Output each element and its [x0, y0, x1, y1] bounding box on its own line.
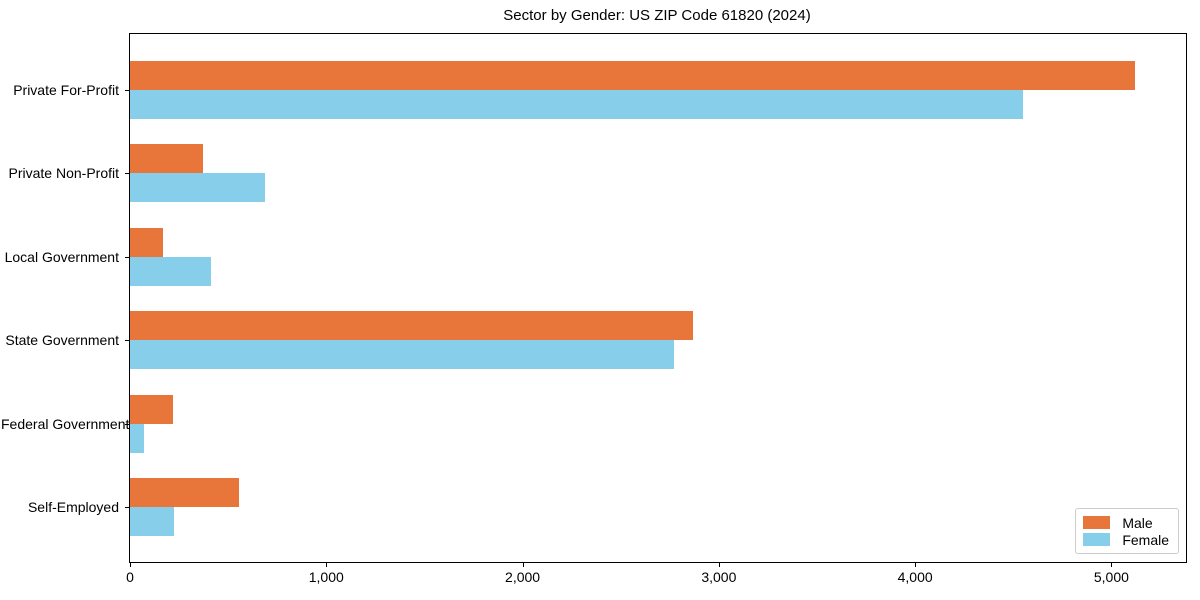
y-tick-mark [125, 507, 129, 508]
x-tick-label: 4,000 [897, 569, 933, 585]
x-tick-label: 5,000 [1093, 569, 1129, 585]
y-tick-label-private-for-profit: Private For-Profit [13, 81, 119, 98]
x-tick-mark [522, 563, 524, 567]
bar-female-state-government [130, 340, 674, 369]
x-tick-label: 2,000 [505, 569, 541, 585]
legend-entry-male: Male [1083, 514, 1169, 531]
bar-female-local-government [130, 256, 212, 286]
y-tick-mark [125, 256, 129, 258]
bar-male-state-government [130, 311, 694, 340]
bar-female-self-employed [130, 507, 175, 536]
y-tick-label-self-employed: Self-Employed [27, 499, 119, 515]
y-tick-label-federal-government: Federal Government [1, 415, 130, 432]
x-tick-mark [1111, 563, 1113, 567]
bar-male-private-non-profit [130, 144, 203, 173]
x-tick-label: 0 [126, 569, 134, 585]
legend-swatch-female [1083, 533, 1111, 546]
y-tick-mark [125, 340, 129, 341]
bar-female-private-non-profit [130, 173, 266, 202]
x-tick-label: 1,000 [308, 569, 344, 585]
y-tick-mark [125, 89, 129, 91]
legend-label-male: Male [1122, 514, 1153, 531]
chart-title: Sector by Gender: US ZIP Code 61820 (202… [503, 7, 811, 24]
bar-male-self-employed [130, 478, 239, 507]
y-tick-mark [125, 423, 129, 425]
bar-male-local-government [130, 227, 164, 257]
plot-area: Private For-Profit Private Non-Profit Loca… [1, 33, 1187, 585]
legend: Male Female [1075, 508, 1179, 554]
y-tick-label-local-government: Local Government [4, 248, 119, 265]
x-tick-mark [915, 563, 917, 567]
y-tick-label-state-government: State Government [5, 332, 119, 348]
bar-female-private-for-profit [130, 89, 1024, 119]
x-tick-mark [326, 563, 328, 567]
x-tick-mark [718, 563, 720, 567]
legend-entry-female: Female [1083, 531, 1169, 548]
x-tick-mark [130, 563, 131, 567]
legend-label-female: Female [1122, 531, 1169, 548]
bar-female-federal-government [130, 423, 144, 453]
bar-male-private-for-profit [130, 60, 1135, 90]
y-tick-label-private-non-profit: Private Non-Profit [8, 165, 119, 181]
bar-male-federal-government [130, 394, 174, 424]
legend-swatch-male [1083, 516, 1111, 529]
y-tick-mark [125, 173, 129, 174]
x-tick-label: 3,000 [701, 569, 737, 585]
